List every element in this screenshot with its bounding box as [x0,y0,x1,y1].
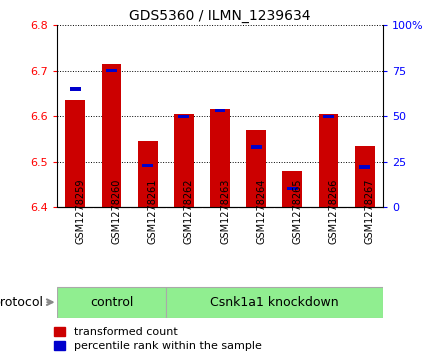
Legend: transformed count, percentile rank within the sample: transformed count, percentile rank withi… [54,327,262,351]
Title: GDS5360 / ILMN_1239634: GDS5360 / ILMN_1239634 [129,9,311,23]
Text: GSM1278261: GSM1278261 [148,178,158,244]
Text: protocol: protocol [0,296,44,309]
Text: GSM1278263: GSM1278263 [220,178,230,244]
Bar [66,100,85,207]
Bar [359,166,370,168]
Bar [323,115,334,118]
Text: GSM1278265: GSM1278265 [292,178,302,244]
Text: control: control [90,296,133,309]
Bar [210,109,230,207]
Bar [102,64,121,207]
Text: GSM1278260: GSM1278260 [111,178,121,244]
Bar [174,114,194,207]
Bar [282,171,302,207]
Bar [138,141,158,207]
Text: Csnk1a1 knockdown: Csnk1a1 knockdown [210,296,338,309]
Bar [251,146,262,148]
Text: GSM1278262: GSM1278262 [184,178,194,244]
Bar [355,146,375,207]
Bar [70,87,81,90]
Text: GSM1278266: GSM1278266 [329,178,338,244]
Bar [57,287,166,318]
Bar [287,187,298,190]
Text: GSM1278267: GSM1278267 [365,178,375,244]
Text: GSM1278259: GSM1278259 [75,178,85,244]
Bar [106,69,117,72]
Bar [178,115,189,118]
Bar [319,114,338,207]
Bar [142,164,153,167]
Bar [246,130,266,207]
Bar [166,287,383,318]
Text: GSM1278264: GSM1278264 [256,178,266,244]
Bar [215,109,225,112]
